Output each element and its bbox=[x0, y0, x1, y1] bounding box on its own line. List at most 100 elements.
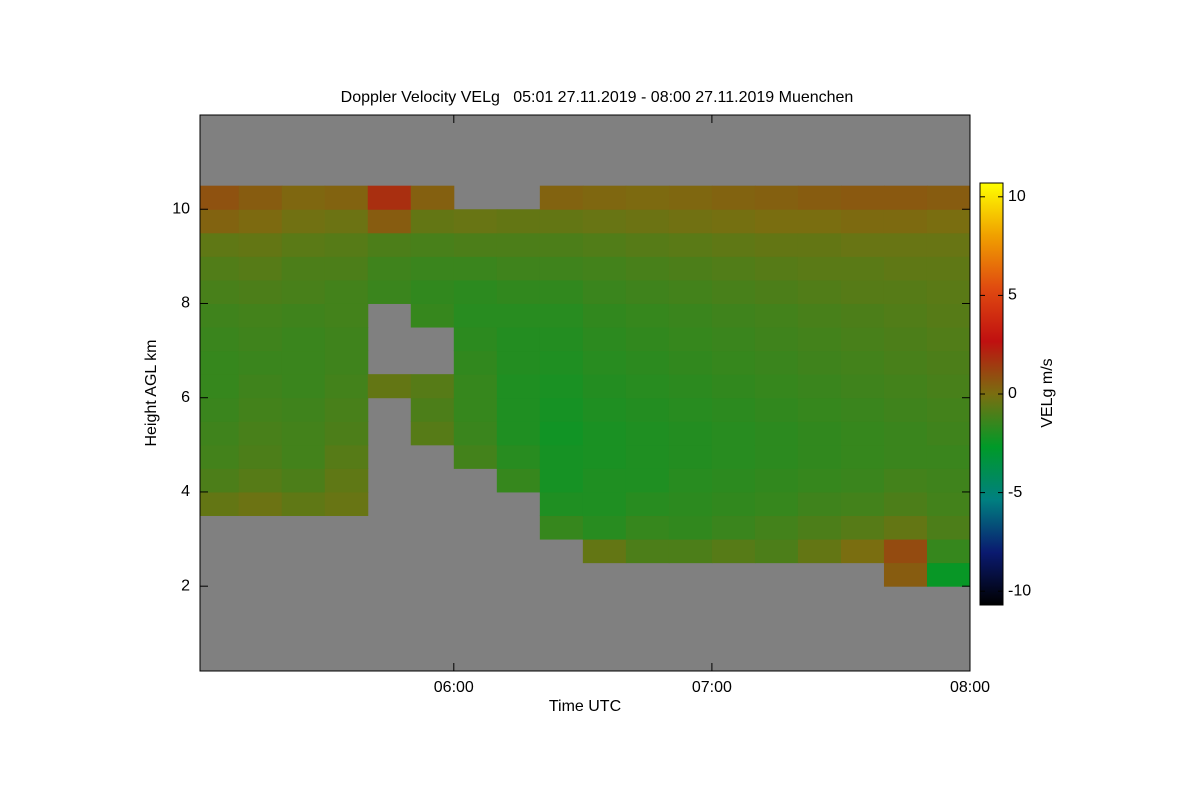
heatmap-cell bbox=[238, 468, 283, 493]
heatmap-cell bbox=[582, 303, 627, 328]
heatmap-cell bbox=[582, 515, 627, 540]
heatmap-cell bbox=[926, 327, 971, 352]
heatmap-cell bbox=[711, 256, 756, 281]
heatmap-cell bbox=[200, 397, 240, 422]
heatmap-cell bbox=[711, 185, 756, 210]
heatmap-cell bbox=[539, 185, 584, 210]
heatmap-cell bbox=[711, 468, 756, 493]
heatmap-cell bbox=[453, 327, 498, 352]
heatmap-cell bbox=[926, 185, 971, 210]
heatmap-cell bbox=[883, 562, 928, 587]
y-axis-label: Height AGL km bbox=[143, 339, 160, 446]
heatmap-cell bbox=[496, 279, 541, 304]
heatmap-cell bbox=[324, 209, 369, 234]
heatmap-cell bbox=[840, 185, 885, 210]
heatmap-cell bbox=[797, 279, 842, 304]
heatmap-cell bbox=[324, 279, 369, 304]
heatmap-cell bbox=[200, 256, 240, 281]
heatmap-cell bbox=[281, 327, 326, 352]
heatmap-cell bbox=[926, 256, 971, 281]
heatmap-cell bbox=[539, 397, 584, 422]
heatmap-cell bbox=[754, 491, 799, 517]
heatmap-cell bbox=[238, 374, 283, 399]
heatmap-cell bbox=[453, 303, 498, 328]
colorbar-label: VELg m/s bbox=[1039, 358, 1056, 427]
heatmap-cell bbox=[582, 539, 627, 564]
heatmap-cell bbox=[539, 303, 584, 328]
heatmap-cell bbox=[711, 421, 756, 446]
heatmap-cell bbox=[840, 279, 885, 304]
x-axis-label: Time UTC bbox=[549, 698, 621, 715]
heatmap-cell bbox=[926, 421, 971, 446]
x-tick-label: 06:00 bbox=[434, 679, 474, 696]
heatmap-cell bbox=[281, 185, 326, 210]
heatmap-cell bbox=[883, 421, 928, 446]
heatmap-cell bbox=[281, 256, 326, 281]
heatmap-cell bbox=[797, 515, 842, 540]
heatmap-cell bbox=[840, 515, 885, 540]
heatmap-cell bbox=[410, 397, 455, 422]
heatmap-cell bbox=[797, 468, 842, 493]
heatmap-cell bbox=[797, 539, 842, 564]
heatmap-cell bbox=[797, 374, 842, 399]
heatmap-cell bbox=[668, 374, 713, 399]
heatmap-cell bbox=[840, 350, 885, 375]
heatmap-cell bbox=[797, 444, 842, 469]
heatmap-cell bbox=[883, 491, 928, 517]
heatmap-cell bbox=[367, 232, 412, 257]
heatmap-cell bbox=[840, 444, 885, 469]
heatmap-cell bbox=[625, 279, 670, 304]
heatmap-cell bbox=[238, 232, 283, 257]
heatmap-cell bbox=[539, 421, 584, 446]
heatmap-cell bbox=[625, 374, 670, 399]
heatmap-cell bbox=[754, 444, 799, 469]
colorbar-tick-label: 5 bbox=[1008, 287, 1017, 304]
heatmap-cell bbox=[324, 421, 369, 446]
heatmap-cell bbox=[324, 256, 369, 281]
plot-frame bbox=[199, 114, 971, 672]
heatmap-cell bbox=[238, 350, 283, 375]
heatmap-cell bbox=[539, 374, 584, 399]
heatmap-cell bbox=[840, 491, 885, 517]
heatmap-cell bbox=[200, 209, 240, 234]
heatmap-cell bbox=[797, 397, 842, 422]
heatmap-cell bbox=[238, 491, 283, 517]
heatmap-cell bbox=[200, 327, 240, 352]
heatmap-cell bbox=[324, 327, 369, 352]
heatmap-cell bbox=[281, 374, 326, 399]
heatmap-cell bbox=[453, 350, 498, 375]
heatmap-cell bbox=[883, 279, 928, 304]
heatmap-cell bbox=[883, 350, 928, 375]
heatmap-cell bbox=[582, 279, 627, 304]
heatmap-cell bbox=[754, 209, 799, 234]
heatmap-cell bbox=[496, 374, 541, 399]
heatmap-cell bbox=[668, 303, 713, 328]
x-tick-label: 07:00 bbox=[692, 679, 732, 696]
heatmap-cell bbox=[668, 444, 713, 469]
heatmap-cell bbox=[324, 303, 369, 328]
heatmap-cell bbox=[668, 397, 713, 422]
heatmap-cell bbox=[926, 374, 971, 399]
heatmap-cell bbox=[754, 421, 799, 446]
heatmap-cell bbox=[238, 209, 283, 234]
heatmap-cell bbox=[200, 468, 240, 493]
heatmap-cell bbox=[926, 491, 971, 517]
heatmap-cell bbox=[840, 468, 885, 493]
heatmap-cell bbox=[711, 232, 756, 257]
heatmap-cell bbox=[840, 256, 885, 281]
heatmap-cell bbox=[281, 209, 326, 234]
heatmap-cell bbox=[238, 185, 283, 210]
heatmap-cell bbox=[754, 374, 799, 399]
heatmap-cell bbox=[668, 209, 713, 234]
heatmap-cell bbox=[410, 232, 455, 257]
heatmap-cell bbox=[582, 185, 627, 210]
heatmap-cell bbox=[711, 303, 756, 328]
heatmap-cell bbox=[797, 491, 842, 517]
heatmap-cell bbox=[668, 279, 713, 304]
heatmap-cell bbox=[281, 350, 326, 375]
heatmap-cell bbox=[754, 397, 799, 422]
heatmap-cell bbox=[453, 421, 498, 446]
heatmap-cell bbox=[883, 327, 928, 352]
heatmap-cell bbox=[797, 185, 842, 210]
heatmap-cell bbox=[324, 232, 369, 257]
